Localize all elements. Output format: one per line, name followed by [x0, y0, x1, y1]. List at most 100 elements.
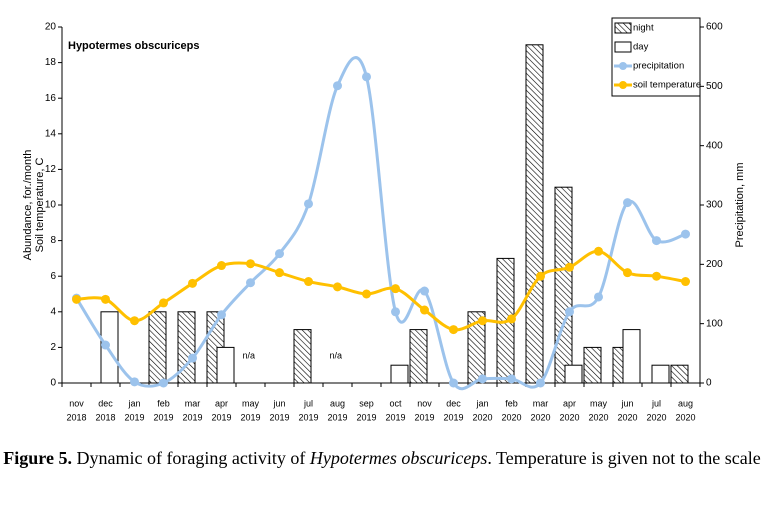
marker [275, 249, 284, 259]
y-tick-label: 12 [45, 164, 57, 175]
x-tick-label: 2019 [153, 412, 173, 422]
x-tick-label: 2019 [356, 412, 376, 422]
marker [246, 278, 255, 288]
bar [216, 346, 235, 384]
x-tick-label: 2018 [66, 412, 86, 422]
y2-tick-label: 300 [706, 200, 723, 211]
x-tick-label: 2019 [414, 412, 434, 422]
x-tick-label: jan [475, 398, 488, 408]
x-tick-label: 2019 [124, 412, 144, 422]
x-tick-label: 2019 [211, 412, 231, 422]
x-tick-label: feb [157, 398, 170, 408]
bar [651, 364, 670, 384]
marker [681, 277, 690, 287]
legend-swatch [614, 41, 632, 53]
marker [130, 316, 139, 326]
x-tick-label: jan [127, 398, 140, 408]
x-tick-label: mar [185, 398, 201, 408]
chart: Hypotermes obscuriceps Abundance, for./m… [22, 17, 746, 422]
line [76, 249, 686, 332]
marker [275, 268, 284, 278]
bar [525, 44, 544, 384]
x-tick-label: 2019 [327, 412, 347, 422]
legend-label: night [633, 23, 654, 34]
subtitle: Hypotermes obscuriceps [68, 40, 199, 52]
marker [594, 246, 603, 256]
marker [217, 310, 226, 320]
x-tick-label: 2018 [95, 412, 115, 422]
marker [536, 271, 545, 281]
marker [652, 271, 661, 281]
x-tick-label: apr [215, 398, 228, 408]
marker [449, 378, 458, 388]
bar [564, 364, 583, 384]
x-tick-label: 2020 [501, 412, 521, 422]
x-tick-label: 2020 [472, 412, 492, 422]
marker [391, 307, 400, 317]
y2-tick-label: 100 [706, 318, 723, 329]
x-tick-label: apr [563, 398, 576, 408]
bar [409, 329, 428, 384]
bar [390, 364, 409, 384]
legend-label: day [633, 42, 649, 53]
x-tick-label: may [242, 398, 260, 408]
y2-tick-label: 200 [706, 259, 723, 270]
x-tick-label: 2019 [182, 412, 202, 422]
x-tick-label: aug [330, 398, 345, 408]
marker [565, 262, 574, 272]
bar [293, 329, 312, 384]
marker [304, 277, 313, 287]
bar [670, 364, 689, 384]
marker [188, 278, 197, 288]
x-tick-label: jun [272, 398, 285, 408]
y-label: Soil temperature, C [34, 158, 46, 253]
x-tick-label: dec [98, 398, 113, 408]
x-tick-label: 2019 [269, 412, 289, 422]
annotation: n/a [243, 350, 256, 360]
marker [681, 229, 690, 239]
marker [507, 374, 516, 384]
x-tick-label: 2020 [675, 412, 695, 422]
x-tick-label: dec [446, 398, 461, 408]
marker [420, 286, 429, 296]
y2-tick-label: 0 [706, 378, 712, 389]
x-tick-label: 2019 [443, 412, 463, 422]
bar [622, 329, 641, 384]
legend-swatch [619, 62, 627, 70]
marker [130, 377, 139, 387]
bar [177, 311, 196, 384]
x-tick-label: mar [533, 398, 549, 408]
marker [594, 292, 603, 302]
marker [304, 199, 313, 209]
marker [333, 81, 342, 91]
marker [101, 294, 110, 304]
y-label: Abundance, for./month [22, 150, 34, 261]
caption-label: Figure 5. [3, 448, 72, 468]
x-tick-label: 2020 [646, 412, 666, 422]
marker [246, 259, 255, 269]
marker [420, 305, 429, 315]
x-tick-label: 2019 [385, 412, 405, 422]
y-tick-label: 4 [50, 306, 56, 317]
x-tick-label: aug [678, 398, 693, 408]
annotation: n/a [330, 350, 343, 360]
x-tick-label: 2020 [530, 412, 550, 422]
marker [507, 314, 516, 324]
caption: Figure 5. Dynamic of foraging activity o… [0, 446, 764, 470]
marker [362, 72, 371, 82]
marker [478, 374, 487, 384]
legend-label: soil temperature [633, 80, 701, 91]
y-tick-label: 10 [45, 200, 57, 211]
x-tick-label: nov [69, 398, 84, 408]
marker [565, 307, 574, 317]
x-tick-label: oct [389, 398, 402, 408]
bar [148, 311, 167, 384]
marker [623, 198, 632, 208]
x-tick-label: may [590, 398, 608, 408]
y2-tick-label: 400 [706, 140, 723, 151]
marker [101, 340, 110, 350]
marker [188, 353, 197, 363]
x-tick-label: 2020 [588, 412, 608, 422]
